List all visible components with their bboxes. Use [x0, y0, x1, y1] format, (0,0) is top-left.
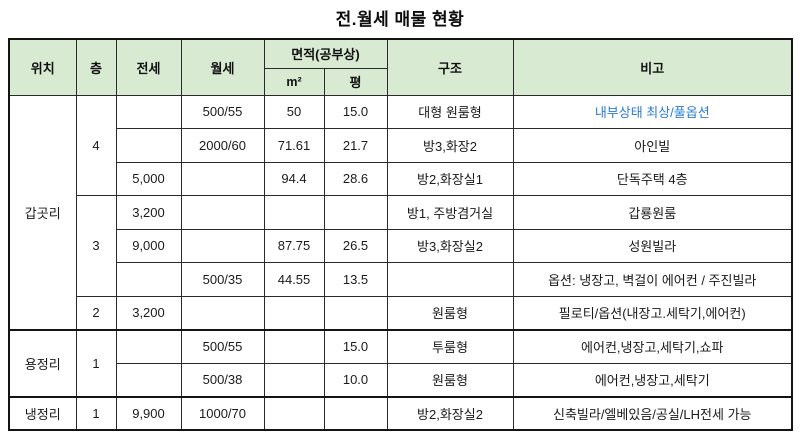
listing-table: 위치 층 전세 월세 면적(공부상) 구조 비고 m² 평 갑곳리 4 500/… [8, 38, 793, 431]
structure-cell: 방2,화장실2 [386, 395, 514, 431]
floor-cell: 3 [75, 195, 117, 297]
table-row: 5,000 94.4 28.6 방2,화장실1 단독주택 4층 [9, 161, 793, 196]
remark-cell: 신축빌라/엘베있음/공실/LH전세 가능 [512, 395, 793, 431]
jeonse-cell: 3,200 [115, 195, 182, 230]
header-wolse: 월세 [180, 38, 265, 96]
remark-cell: 아인빌 [512, 128, 793, 163]
header-area-pyeong: 평 [323, 67, 388, 96]
page-title: 전.월세 매물 현황 [335, 10, 465, 29]
table-row: 9,000 87.75 26.5 방3,화장실2 성원빌라 [9, 228, 793, 263]
remark-cell: 내부상태 최상/풀옵션 [512, 94, 793, 129]
area-pyeong-cell [323, 195, 388, 230]
table-row: 냉정리 1 9,900 1000/70 방2,화장실2 신축빌라/엘베있음/공실… [8, 395, 793, 431]
structure-cell: 방1, 주방겸거실 [386, 195, 514, 230]
jeonse-cell [115, 94, 182, 129]
floor-cell: 2 [75, 295, 117, 330]
area-pyeong-cell [323, 295, 388, 330]
header-location: 위치 [8, 38, 77, 96]
structure-cell: 투룸형 [386, 328, 514, 364]
area-pyeong-cell: 21.7 [323, 128, 388, 163]
remark-cell: 에어컨,냉장고,세탁기 [512, 362, 793, 397]
wolse-cell: 2000/60 [180, 128, 265, 163]
table-header: 위치 층 전세 월세 면적(공부상) 구조 비고 m² 평 [8, 38, 793, 96]
jeonse-cell [115, 328, 182, 364]
location-cell: 냉정리 [8, 395, 77, 431]
jeonse-cell [115, 262, 182, 297]
jeonse-cell: 5,000 [115, 161, 182, 196]
remark-cell: 단독주택 4층 [512, 161, 793, 196]
remark-cell: 필로티/옵션(내장고.세탁기,에어컨) [512, 295, 793, 330]
header-area-group: 면적(공부상) [263, 38, 388, 69]
wolse-cell [180, 195, 265, 230]
wolse-cell: 500/55 [180, 328, 265, 364]
area-pyeong-cell: 13.5 [323, 262, 388, 297]
wolse-cell [180, 161, 265, 196]
floor-cell: 1 [75, 395, 117, 431]
area-m2-cell: 44.55 [263, 262, 325, 297]
table-row: 용정리 1 500/55 15.0 투룸형 에어컨,냉장고,세탁기,쇼파 [8, 328, 793, 397]
header-jeonse: 전세 [115, 38, 182, 96]
area-m2-cell [263, 328, 325, 364]
jeonse-cell [115, 128, 182, 163]
area-m2-cell [263, 362, 325, 397]
location-cell: 용정리 [8, 328, 77, 397]
remark-cell: 성원빌라 [512, 228, 793, 263]
remark-cell: 에어컨,냉장고,세탁기,쇼파 [512, 328, 793, 364]
structure-cell: 원룸형 [386, 295, 514, 330]
location-cell: 갑곳리 [8, 94, 77, 330]
area-pyeong-cell: 10.0 [323, 362, 388, 397]
remark-cell: 옵션: 냉장고, 벽걸이 에어컨 / 주진빌라 [512, 262, 793, 297]
area-pyeong-cell: 15.0 [323, 94, 388, 129]
wolse-cell [180, 228, 265, 263]
structure-cell: 방2,화장실1 [386, 161, 514, 196]
remark-cell: 갑룡원룸 [512, 195, 793, 230]
wolse-cell [180, 295, 265, 330]
table-row: 500/35 44.55 13.5 옵션: 냉장고, 벽걸이 에어컨 / 주진빌… [9, 262, 793, 297]
area-m2-cell: 87.75 [263, 228, 325, 263]
area-m2-cell [263, 195, 325, 230]
area-pyeong-cell: 28.6 [323, 161, 388, 196]
header-area-m2: m² [263, 67, 325, 96]
area-pyeong-cell: 15.0 [323, 328, 388, 364]
header-floor: 층 [75, 38, 117, 96]
header-structure: 구조 [386, 38, 514, 96]
wolse-cell: 500/38 [180, 362, 265, 397]
table-row: 2 3,200 원룸형 필로티/옵션(내장고.세탁기,에어컨) [9, 295, 793, 330]
table-row: 500/38 10.0 원룸형 에어컨,냉장고,세탁기 [9, 362, 793, 397]
area-m2-cell: 71.61 [263, 128, 325, 163]
floor-cell: 1 [75, 328, 117, 397]
table-row: 3 3,200 방1, 주방겸거실 갑룡원룸 [9, 195, 793, 297]
area-pyeong-cell: 26.5 [323, 228, 388, 263]
jeonse-cell: 3,200 [115, 295, 182, 330]
area-m2-cell [263, 295, 325, 330]
area-m2-cell [263, 395, 325, 431]
wolse-cell: 500/55 [180, 94, 265, 129]
jeonse-cell: 9,000 [115, 228, 182, 263]
floor-cell: 4 [75, 94, 117, 196]
table-row: 2000/60 71.61 21.7 방3,화장2 아인빌 [9, 128, 793, 163]
jeonse-cell: 9,900 [115, 395, 182, 431]
structure-cell: 방3,화장2 [386, 128, 514, 163]
jeonse-cell [115, 362, 182, 397]
header-remarks: 비고 [512, 38, 793, 96]
area-m2-cell: 94.4 [263, 161, 325, 196]
structure-cell: 대형 원룸형 [386, 94, 514, 129]
area-m2-cell: 50 [263, 94, 325, 129]
table-row: 갑곳리 4 500/55 50 15.0 대형 원룸형 내부상태 최상/풀옵션 [8, 94, 793, 330]
wolse-cell: 1000/70 [180, 395, 265, 431]
wolse-cell: 500/35 [180, 262, 265, 297]
area-pyeong-cell [323, 395, 388, 431]
structure-cell [386, 262, 514, 297]
structure-cell: 방3,화장실2 [386, 228, 514, 263]
structure-cell: 원룸형 [386, 362, 514, 397]
